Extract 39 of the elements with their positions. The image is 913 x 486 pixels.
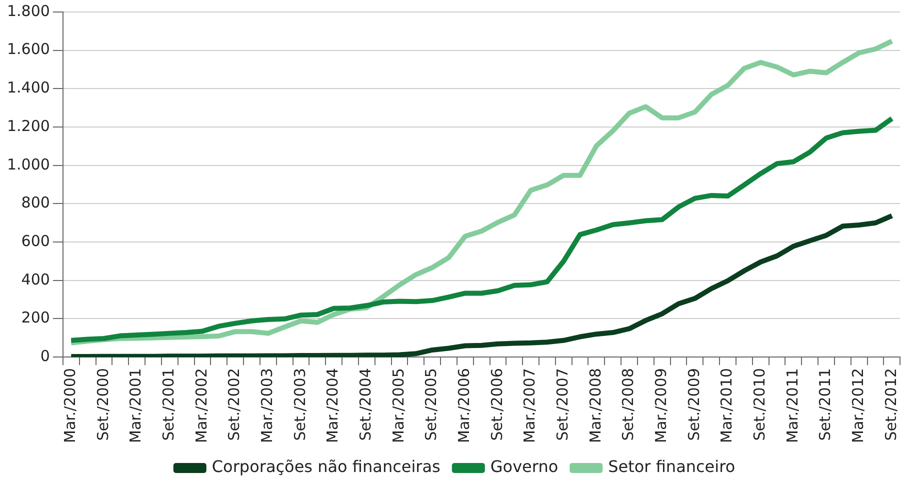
- x-tick-label: Mar./2000: [61, 368, 80, 443]
- x-tick-label: Mar./2007: [520, 368, 539, 443]
- legend-label: Governo: [490, 457, 558, 476]
- x-tick-label: Set./2003: [290, 368, 309, 441]
- x-tick-label: Set./2000: [94, 368, 112, 441]
- x-tick-label: Set./2012: [882, 368, 900, 441]
- y-tick-label: 1.000: [6, 155, 50, 174]
- x-tick-label: Mar./2006: [455, 368, 474, 443]
- y-tick-label: 600: [21, 232, 50, 250]
- y-tick-label: 400: [21, 270, 50, 288]
- y-tick-label: 1.200: [6, 116, 50, 135]
- x-tick-label: Set./2002: [225, 368, 244, 441]
- legend-label: Corporações não financeiras: [212, 457, 440, 476]
- x-tick-label: Set./2001: [160, 368, 178, 441]
- y-tick-label: 1.800: [6, 2, 50, 20]
- y-tick-label: 0: [40, 346, 50, 365]
- y-tick-label: 1.400: [6, 78, 50, 97]
- y-tick-label: 800: [21, 194, 50, 212]
- x-tick-label: Set./2009: [684, 368, 703, 441]
- x-tick-label: Set./2006: [488, 368, 506, 441]
- x-tick-label: Set./2011: [816, 368, 834, 441]
- x-tick-label: Mar./2001: [126, 368, 145, 443]
- legend-label: Setor financeiro: [608, 457, 736, 476]
- x-tick-label: Mar./2011: [783, 368, 802, 443]
- x-tick-label: Mar./2009: [652, 368, 670, 443]
- x-tick-label: Set./2005: [422, 368, 440, 441]
- x-tick-label: Mar./2008: [586, 368, 604, 443]
- x-tick-label: Mar./2003: [258, 368, 276, 443]
- x-tick-label: Mar./2005: [389, 368, 408, 443]
- x-tick-label: Set./2007: [554, 368, 572, 441]
- x-tick-label: Mar./2002: [192, 368, 210, 443]
- x-tick-label: Set./2008: [619, 368, 638, 441]
- y-tick-label: 200: [21, 308, 50, 327]
- x-tick-label: Mar./2010: [718, 368, 736, 443]
- x-tick-label: Set./2010: [750, 368, 769, 441]
- x-tick-label: Mar./2012: [849, 368, 867, 443]
- y-tick-label: 1.600: [6, 40, 50, 58]
- x-tick-label: Mar./2004: [324, 368, 342, 443]
- x-tick-label: Set./2004: [356, 368, 375, 441]
